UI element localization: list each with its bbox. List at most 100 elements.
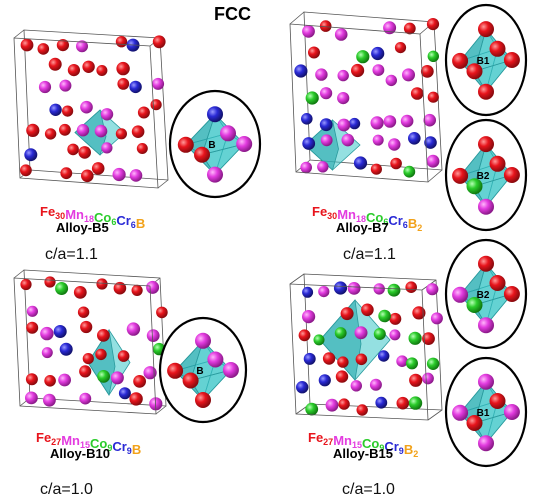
unit-cell-edge — [155, 405, 167, 415]
formula-subscript: 6 — [131, 220, 136, 230]
atom-mn — [320, 134, 333, 147]
atom-mn — [337, 69, 349, 82]
atom-fe — [489, 393, 506, 409]
formula-element-co: Co — [366, 210, 383, 225]
atom-fe — [20, 38, 34, 52]
atom-co — [466, 297, 483, 313]
atom-mn — [112, 167, 126, 182]
atom-co — [466, 178, 483, 195]
boron-site-label: B — [196, 366, 203, 377]
atom-mn — [452, 286, 469, 303]
unit-cell-edge — [13, 269, 25, 279]
atom-fe — [60, 167, 73, 180]
atom-fe — [95, 348, 107, 361]
boron-site-label: B2 — [477, 171, 490, 182]
atom-mn — [402, 68, 415, 82]
atom-fe — [137, 106, 150, 119]
atom-mn — [396, 355, 408, 368]
atom-fe — [489, 155, 506, 172]
atom-mn — [320, 87, 333, 100]
atom-co — [378, 309, 391, 323]
formula-element-b: B — [404, 442, 413, 457]
coordination-polyhedron — [319, 299, 362, 381]
atom-fe — [452, 52, 469, 69]
atom-fe — [117, 78, 130, 90]
formula-element-fe: Fe — [312, 204, 327, 219]
atom-fe — [322, 352, 336, 365]
atom-mn — [478, 435, 494, 452]
atom-fe — [340, 307, 354, 321]
boron-site-label: B1 — [477, 56, 490, 67]
atom-mn — [222, 362, 239, 378]
atom-fe — [194, 146, 210, 163]
atom-fe — [96, 278, 108, 290]
atom-mn — [220, 125, 236, 142]
atom-mn — [385, 74, 397, 87]
atom-fe — [405, 281, 418, 294]
atom-fe — [129, 392, 143, 406]
atom-cr — [207, 106, 223, 123]
atom-fe — [59, 123, 71, 136]
formula-element-mn: Mn — [65, 207, 84, 222]
atom-fe — [115, 128, 127, 140]
atom-mn — [325, 398, 339, 412]
atom-fe — [82, 60, 95, 73]
atom-fe — [308, 46, 320, 59]
alloy-name: Alloy-B7 — [336, 220, 389, 235]
atom-mn — [370, 116, 384, 130]
atom-fe — [422, 332, 435, 345]
unit-cell-edge — [289, 273, 305, 285]
atom-fe — [503, 167, 520, 183]
atom-fe — [91, 162, 105, 175]
atom-co — [305, 402, 319, 416]
atom-fe — [478, 21, 494, 38]
atom-mn — [143, 366, 157, 380]
atom-fe — [150, 99, 162, 111]
atom-mn — [478, 317, 494, 334]
atom-co — [408, 331, 422, 345]
atom-cr — [302, 286, 314, 298]
formula-element-co: Co — [90, 436, 107, 451]
atom-mn — [58, 373, 71, 387]
atom-fe — [478, 136, 494, 153]
atom-cr — [49, 103, 62, 117]
atom-fe — [44, 128, 57, 140]
atom-mn — [207, 166, 223, 183]
atom-mn — [302, 310, 316, 324]
atom-cr — [408, 132, 421, 145]
atom-mn — [59, 79, 72, 92]
formula-element-b: B — [132, 442, 141, 457]
inset-octahedron-b: B — [158, 316, 248, 424]
crystal-structure-alloy-b10 — [13, 269, 168, 415]
atom-fe — [420, 65, 434, 78]
atom-fe — [25, 373, 38, 386]
atom-fe — [156, 306, 168, 319]
atom-fe — [466, 415, 483, 431]
atom-mn — [503, 404, 520, 420]
atom-mn — [337, 118, 351, 132]
atom-cr — [318, 374, 331, 387]
ca-ratio: c/a=1.1 — [45, 246, 98, 263]
atom-mn — [478, 373, 494, 390]
atom-fe — [62, 105, 74, 117]
ca-ratio: c/a=1.0 — [342, 481, 395, 498]
octahedron-face — [473, 59, 514, 93]
octahedron-face — [473, 174, 514, 208]
atom-fe — [56, 39, 69, 52]
formula-element-cr: Cr — [384, 439, 398, 454]
atom-fe — [136, 143, 148, 154]
formula-subscript: 27 — [323, 437, 333, 447]
atom-fe — [44, 276, 56, 288]
atom-fe — [80, 320, 93, 334]
atom-fe — [478, 255, 494, 272]
atom-fe — [20, 278, 32, 291]
formula-subscript: 27 — [51, 437, 61, 447]
atom-mn — [452, 404, 469, 421]
atom-fe — [412, 306, 426, 320]
formula-element-mn: Mn — [61, 433, 80, 448]
atom-co — [313, 334, 325, 346]
formula-subscript: 15 — [80, 440, 90, 450]
formula-subscript: 6 — [403, 220, 408, 230]
boron-site-label: B — [208, 140, 215, 151]
